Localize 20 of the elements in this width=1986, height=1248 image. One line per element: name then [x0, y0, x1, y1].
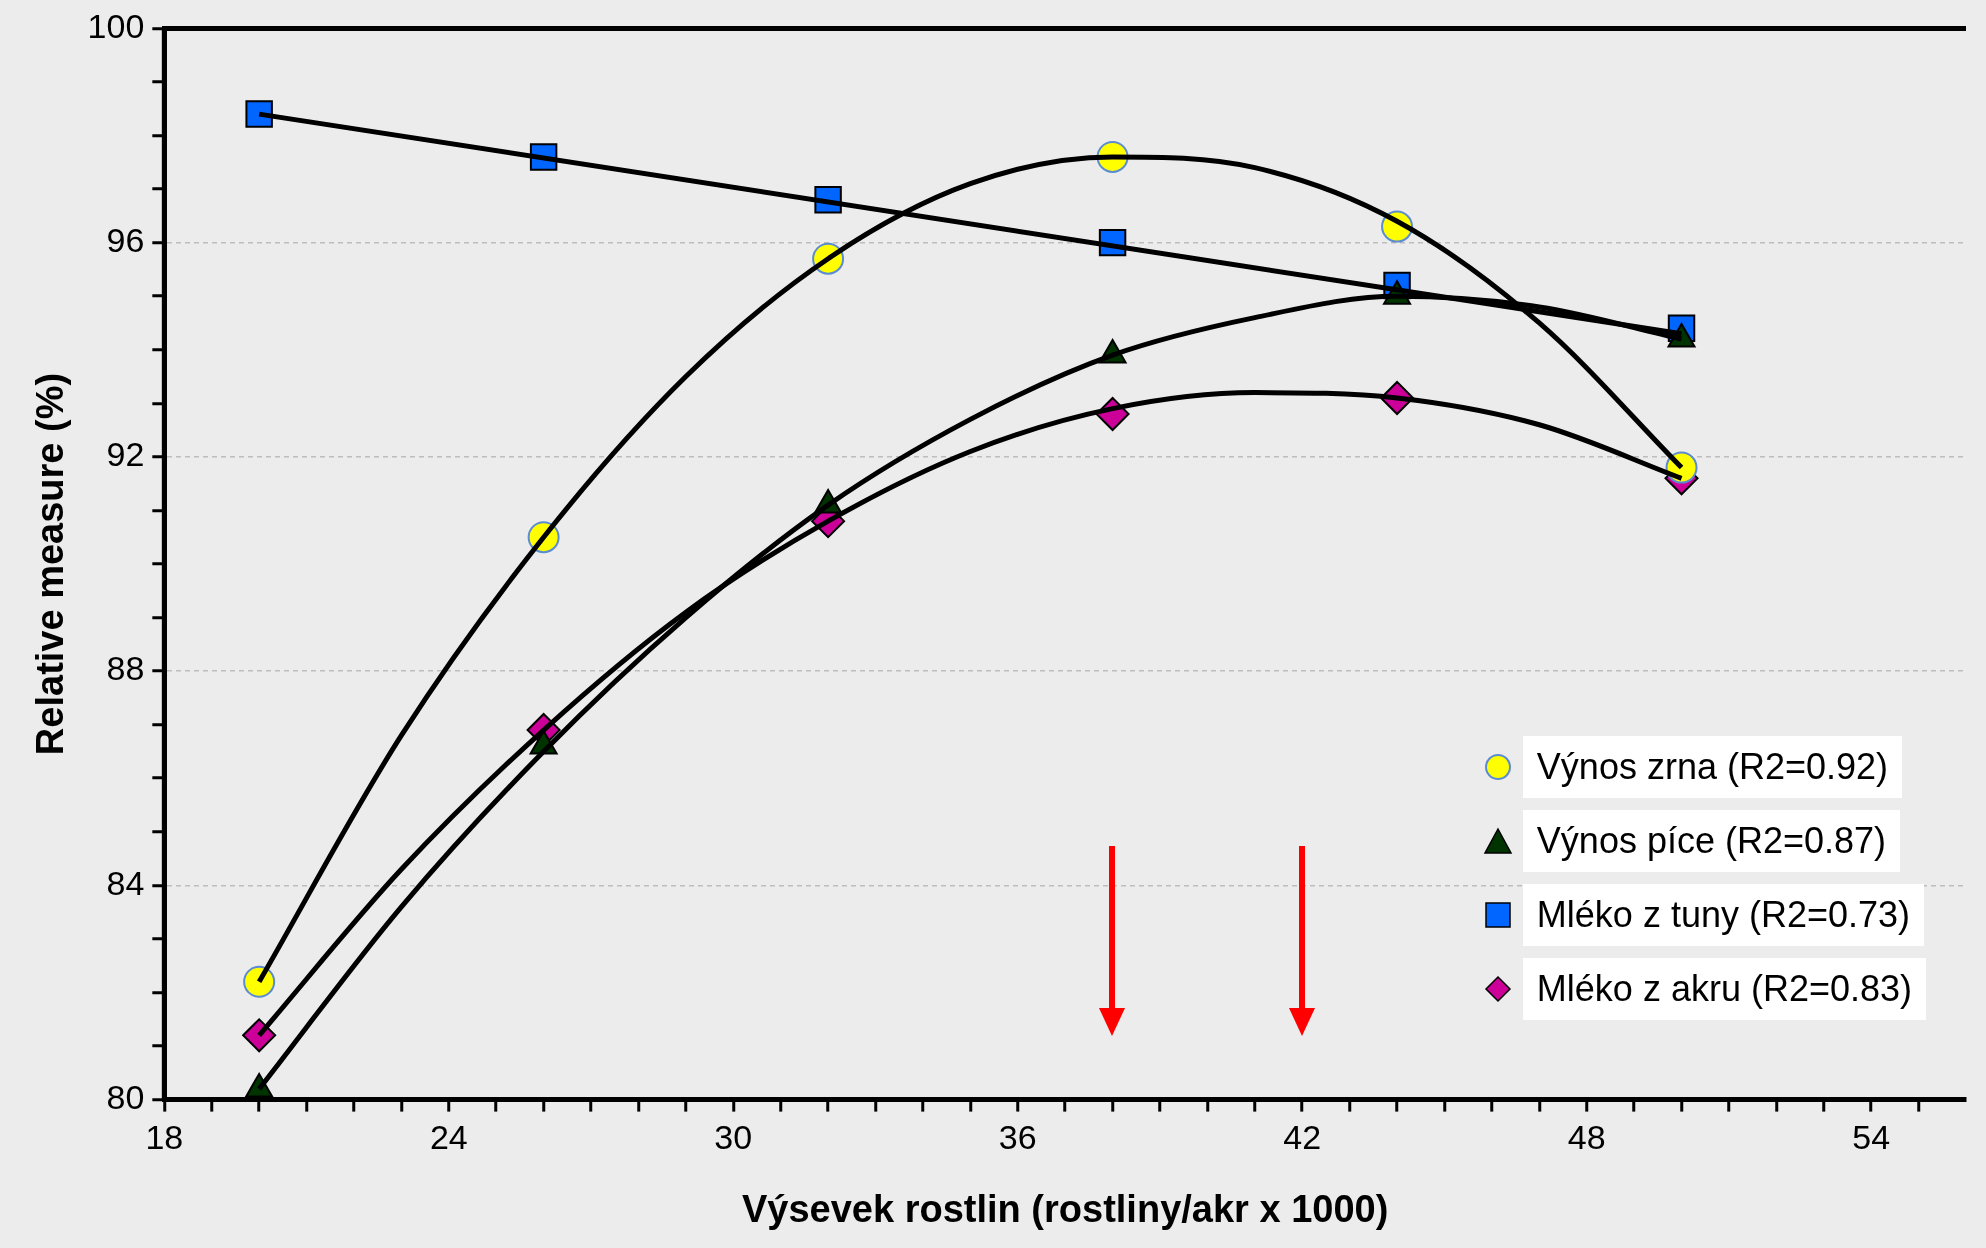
- x-tick-label: 24: [429, 1118, 468, 1157]
- y-tick-label: 88: [106, 649, 145, 688]
- x-tick-label: 36: [998, 1118, 1037, 1157]
- x-tick-label: 54: [1852, 1118, 1891, 1157]
- x-axis-title: Výsevek rostlin (rostliny/akr x 1000): [741, 1187, 1389, 1230]
- y-tick-label: 92: [106, 435, 145, 474]
- legend-label: Mléko z akru (R2=0.83): [1522, 957, 1926, 1020]
- y-axis-title: Relative measure (%): [29, 372, 72, 756]
- point: [245, 100, 273, 128]
- x-tick-label: 18: [145, 1118, 184, 1157]
- legend-label: Výnos zrna (R2=0.92): [1522, 735, 1903, 798]
- x-tick-label: 42: [1283, 1118, 1322, 1157]
- y-tick-label: 80: [106, 1077, 145, 1116]
- x-tick-label: 48: [1567, 1118, 1606, 1157]
- y-tick-label: 84: [106, 863, 145, 902]
- y-tick-label: 96: [106, 221, 145, 260]
- legend-label: Mléko z tuny (R2=0.73): [1522, 883, 1925, 946]
- x-tick-label: 30: [714, 1118, 753, 1157]
- legend-label: Výnos píce (R2=0.87): [1522, 809, 1901, 872]
- y-tick-label: 100: [87, 6, 145, 45]
